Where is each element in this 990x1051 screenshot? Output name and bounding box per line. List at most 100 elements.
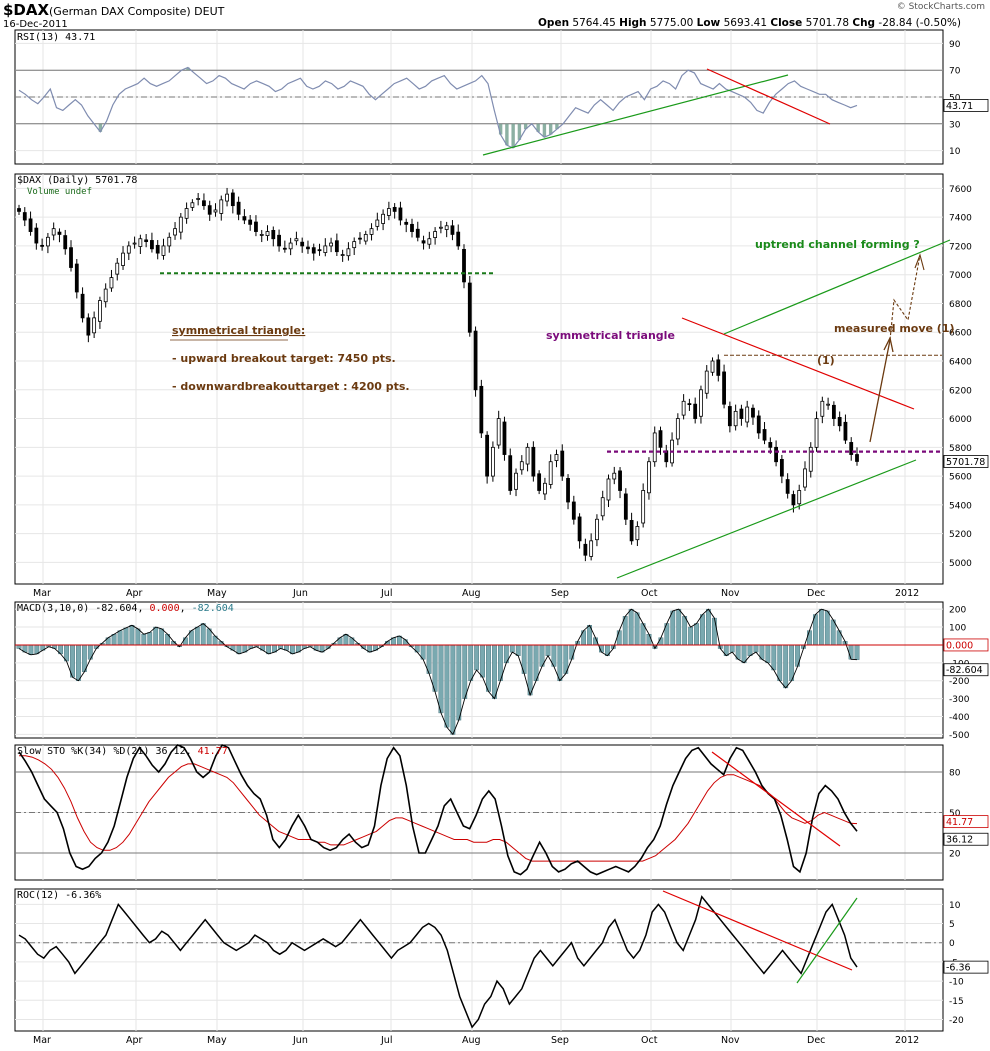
annotation-downward-target: - downwardbreakouttarget : 4200 pts.: [172, 380, 410, 393]
price-candle-up: [184, 208, 189, 219]
price-candle-down: [768, 442, 773, 448]
macd-histogram-bar: [159, 628, 165, 646]
rsi-oversold-fill: [98, 123, 103, 132]
roc-last-value-text: -6.36: [946, 963, 971, 974]
price-candle-down: [202, 200, 206, 207]
price-candle-up: [126, 245, 131, 254]
low-value: 5693.41: [724, 17, 767, 29]
price-tick-label: 6800: [949, 300, 972, 310]
macd-histogram-bar: [438, 644, 444, 714]
price-candle-up: [213, 209, 218, 213]
price-candle-up: [121, 252, 125, 266]
annotation-uptrend-channel: uptrend channel forming ?: [755, 238, 920, 251]
copyright: © StockCharts.com: [897, 2, 985, 12]
price-candle-down: [583, 543, 588, 556]
rsi-last-value: 43.71: [943, 99, 989, 112]
macd-histogram-bar: [432, 644, 438, 692]
price-candle-down: [317, 249, 322, 252]
price-month-label: Mar: [33, 588, 51, 599]
price-candle-up: [820, 400, 825, 417]
macd-histogram-bar: [807, 630, 812, 646]
price-candle-up: [675, 418, 680, 440]
macd-histogram-bar: [557, 644, 563, 681]
price-candle-down: [779, 459, 784, 477]
macd-last-value-text: -82.604: [946, 665, 983, 676]
price-candle-up: [699, 389, 703, 417]
price-candle-down: [566, 478, 570, 503]
price-candle-down: [577, 516, 582, 542]
price-candle-down: [415, 228, 420, 238]
price-candle-down: [843, 421, 848, 441]
rsi-oversold-fill: [511, 123, 515, 148]
price-candle-down: [623, 493, 628, 520]
high-label: High: [619, 17, 646, 29]
macd-histogram-bar: [676, 608, 682, 646]
sto-d-line: [19, 755, 858, 862]
sto-k-value: 36.12: [943, 832, 989, 846]
rsi-line: [18, 66, 858, 149]
macd-histogram-bar: [700, 614, 705, 646]
macd-histogram-bar: [468, 644, 474, 681]
price-candle-down: [774, 446, 778, 463]
roc-last-value-box: [943, 960, 989, 974]
macd-histogram-bar: [753, 644, 759, 653]
roc-tick-label: -15: [949, 997, 964, 1007]
roc-label: ROC(12) -6.36%: [17, 890, 101, 901]
price-candle-down: [531, 446, 536, 477]
price-candle-down: [479, 385, 484, 434]
price-candle-down: [207, 205, 212, 215]
price-candle-up: [219, 199, 224, 214]
roc-month-label: 2012: [895, 1035, 919, 1046]
price-tick-label: 5400: [949, 501, 972, 511]
sto-d-value-text: 41.77: [946, 817, 973, 828]
price-candle-down: [849, 442, 854, 455]
price-tick-label: 5600: [949, 473, 972, 483]
macd-histogram-bar: [183, 637, 188, 646]
price-candle-up: [797, 490, 802, 505]
rsi-oversold-fill: [523, 123, 528, 130]
price-candle-down: [791, 494, 796, 506]
price-candle-down: [618, 470, 622, 491]
price-candle-down: [22, 212, 27, 221]
price-candle-down: [334, 240, 339, 253]
annotation-sym-triangle: symmetrical triangle: [546, 329, 675, 342]
macd-histogram-bar: [111, 634, 117, 646]
price-candle-up: [386, 208, 391, 216]
rsi-oversold-fill: [517, 123, 522, 140]
price-candle-up: [589, 540, 594, 557]
price-candle-down: [86, 317, 91, 336]
macd-histogram-bar: [123, 627, 129, 646]
price-candle-down: [571, 501, 576, 520]
macd-last-value: -82.604: [943, 663, 989, 676]
price-candle-up: [225, 193, 229, 202]
price-candle-up: [138, 238, 143, 247]
price-month-label: Dec: [807, 588, 825, 599]
macd-histogram-bar: [634, 612, 640, 646]
price-candle-down: [398, 207, 403, 221]
price-candle-up: [103, 288, 108, 303]
price-month-label: Nov: [721, 588, 740, 599]
price-candle-down: [727, 406, 732, 427]
price-candle-up: [733, 410, 738, 427]
rsi-tick-label: 30: [949, 120, 961, 130]
macd-histogram-bar: [682, 616, 688, 646]
rsi-tick-label: 50: [949, 94, 961, 104]
price-candle-down: [80, 293, 85, 319]
sto-tick-label: 20: [949, 850, 961, 860]
sto-k-value-text: 36.12: [946, 835, 973, 846]
macd-histogram-bar: [200, 623, 206, 646]
macd-histogram-bar: [569, 644, 575, 660]
price-month-label: Jul: [380, 588, 392, 599]
macd-histogram-bar: [747, 644, 753, 656]
price-candle-down: [716, 359, 721, 376]
sto-label-d: 41.77: [198, 746, 228, 757]
high-value: 5775.00: [650, 17, 693, 29]
macd-line: [18, 608, 858, 736]
price-candle-down: [739, 408, 744, 419]
price-candle-down: [306, 246, 310, 250]
macd-histogram-bar: [628, 608, 634, 646]
price-candle-down: [74, 263, 79, 293]
macd-tick-label: -500: [949, 731, 970, 741]
rsi-oversold-fill: [548, 123, 553, 135]
price-candle-down: [855, 454, 859, 462]
